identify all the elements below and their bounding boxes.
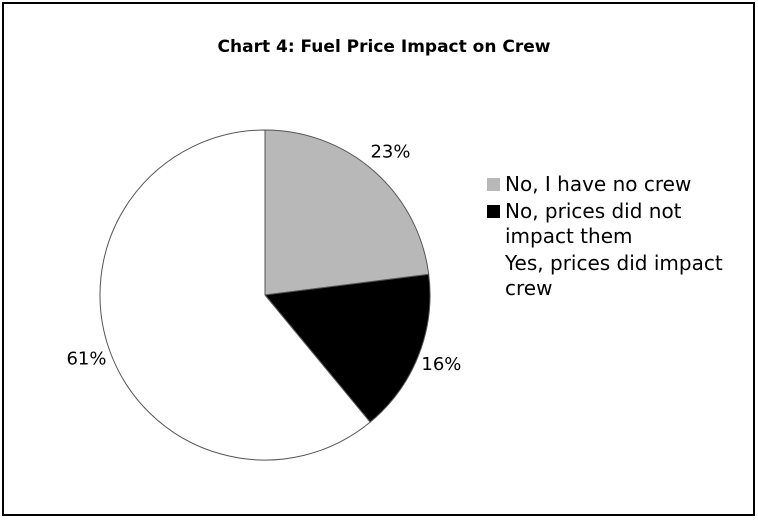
legend-label: No, I have no crew — [505, 172, 692, 196]
legend-swatch — [487, 257, 500, 270]
legend-swatch — [487, 205, 500, 218]
slice-label: 16% — [421, 354, 461, 375]
chart-title: Chart 4: Fuel Price Impact on Crew — [218, 37, 551, 57]
pie-slice — [264, 129, 430, 296]
pie-slice — [99, 129, 371, 461]
legend-label: No, prices did not impact them — [505, 199, 682, 248]
legend-label: Yes, prices did impact crew — [505, 251, 723, 300]
legend: No, I have no crew No, prices did not imp… — [487, 172, 727, 303]
slice-label: 61% — [66, 348, 106, 369]
chart-frame — [2, 2, 755, 516]
legend-item: No, prices did not impact them — [487, 199, 727, 249]
legend-swatch — [487, 178, 500, 191]
legend-item: No, I have no crew — [487, 172, 727, 197]
pie-slice — [264, 273, 431, 423]
slice-label: 23% — [370, 142, 410, 163]
legend-item: Yes, prices did impact crew — [487, 251, 727, 301]
